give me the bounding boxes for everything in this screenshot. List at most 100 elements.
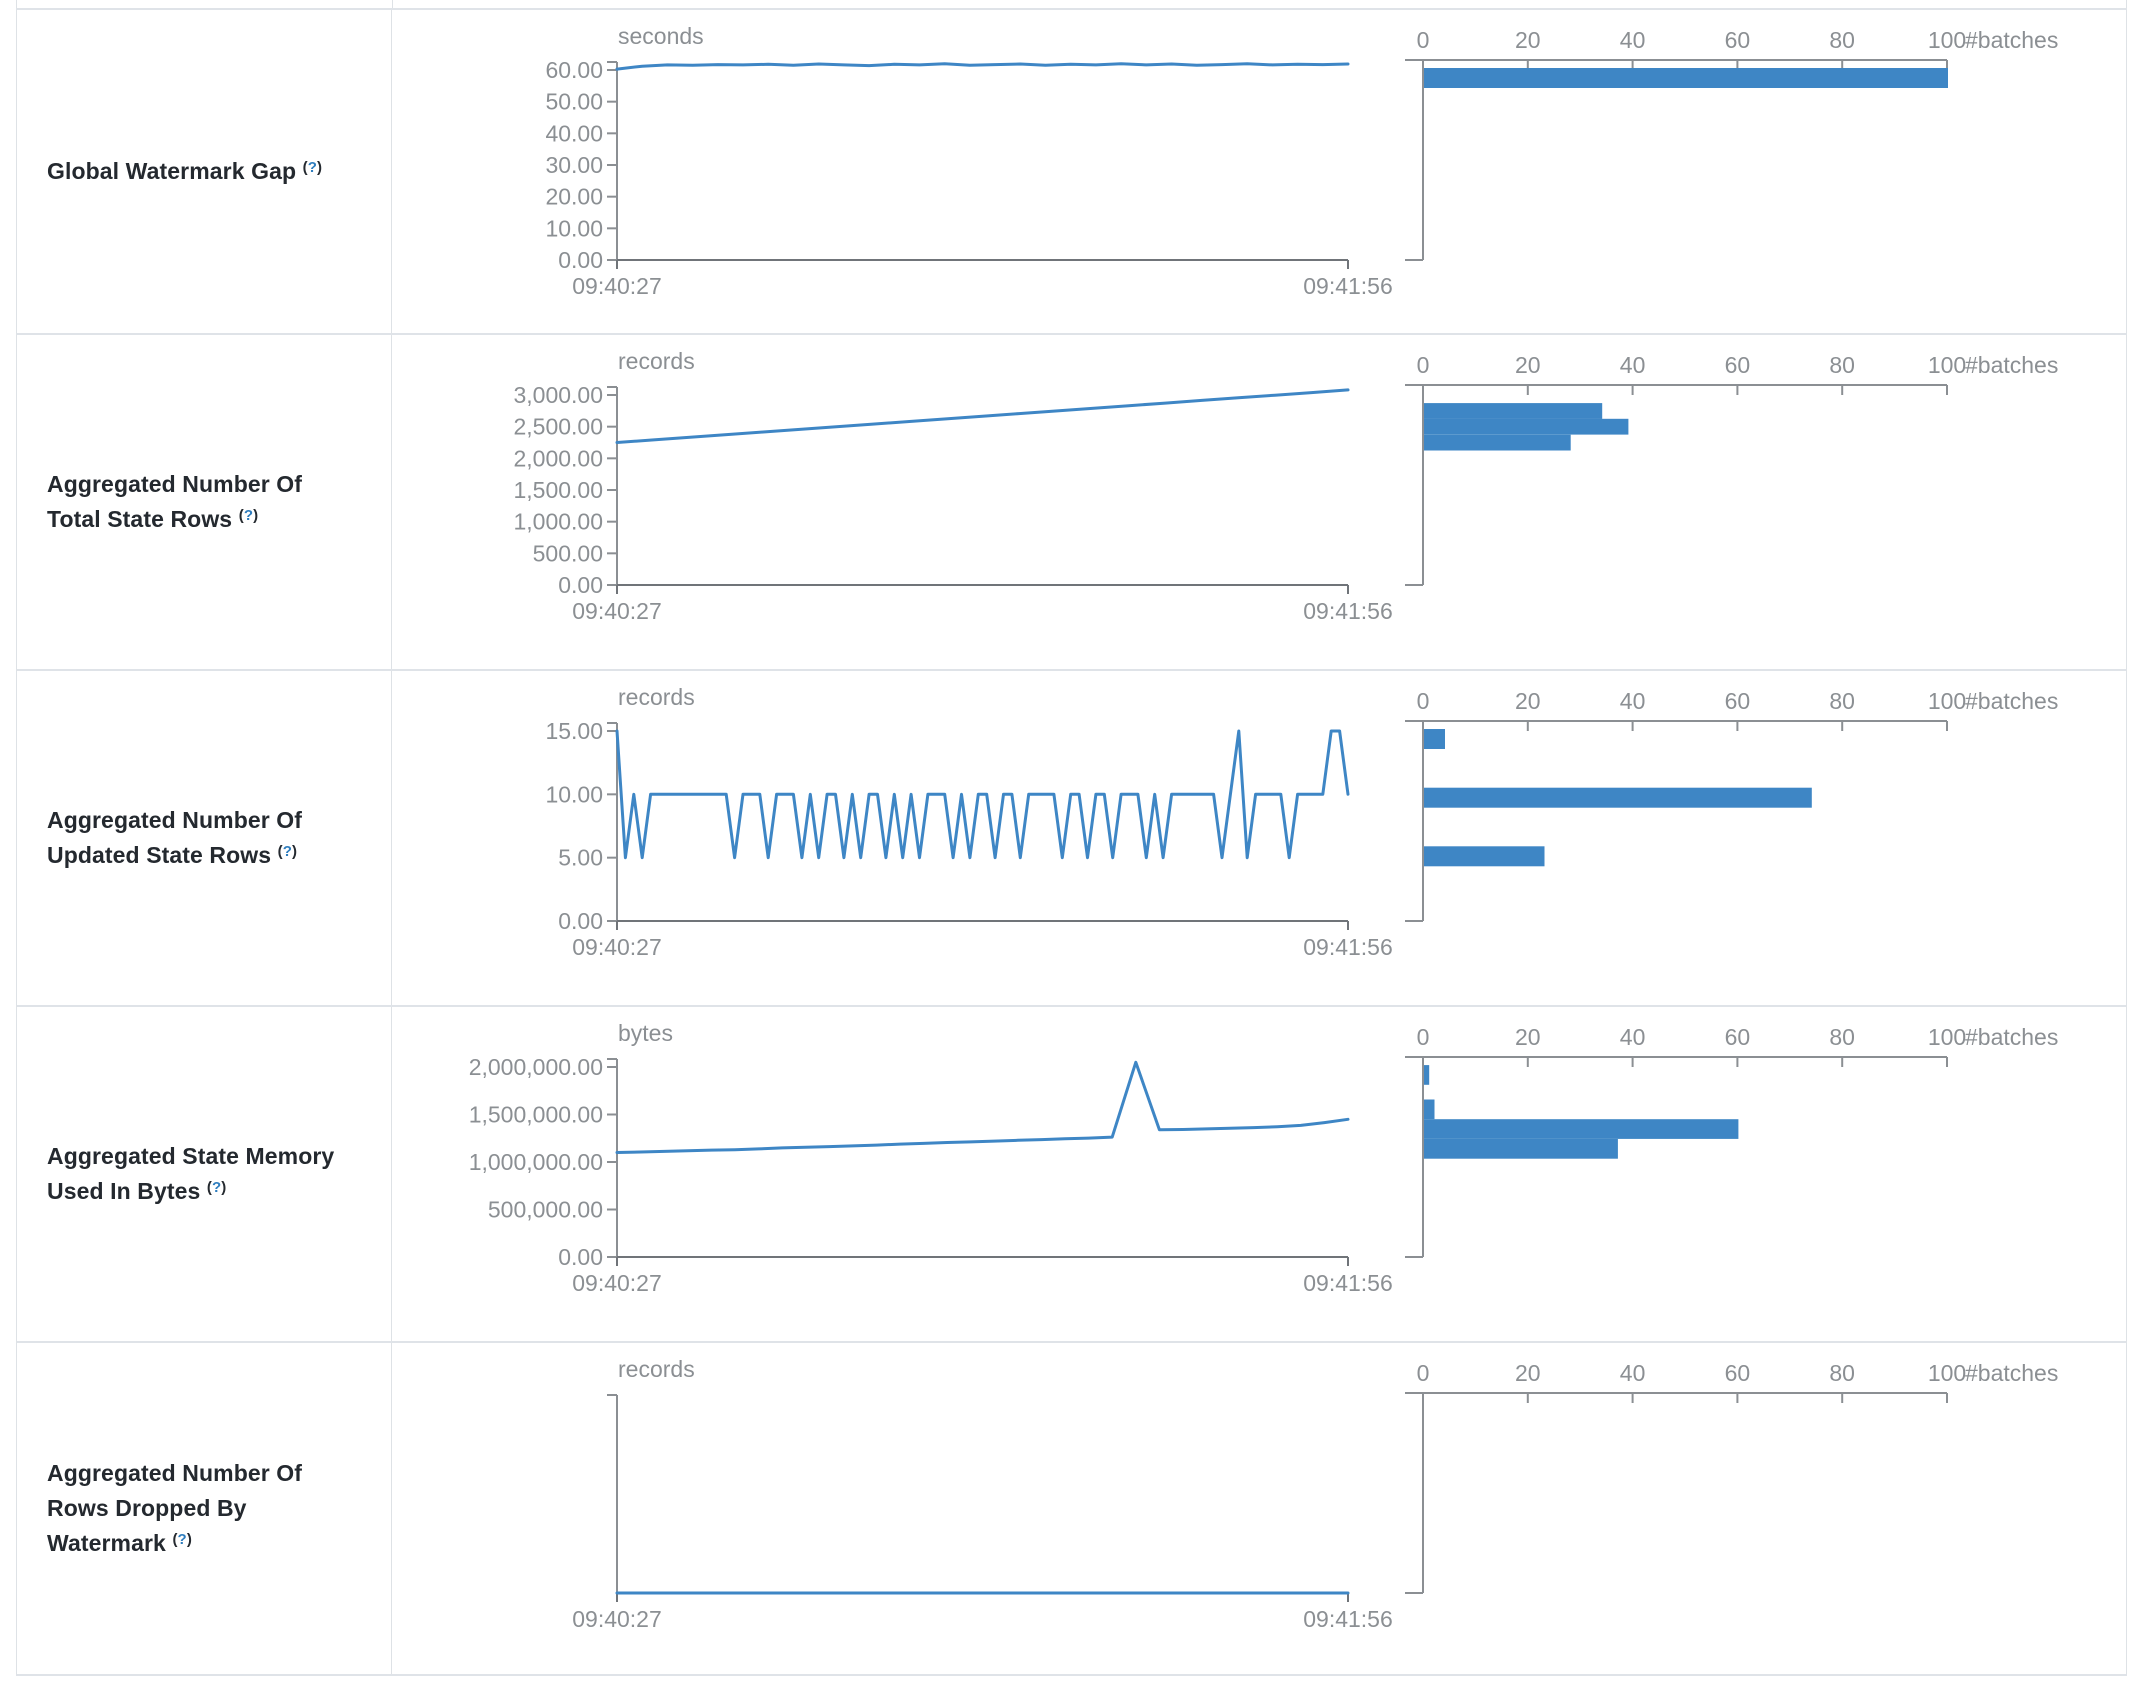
help-link[interactable]: (?) <box>172 1530 192 1548</box>
timeline-and-histogram-canvas: records 3,000.00 2,500.00 2,000.00 1,500.00 1… <box>513 348 2058 624</box>
metric-name-text: Aggregated Number Of Updated State Rows <box>47 807 303 868</box>
hist-tick-label: 40 <box>1620 1024 1646 1050</box>
metric-row-state-memory-used: Aggregated State Memory Used In Bytes (?… <box>17 1007 2126 1343</box>
timeline-and-histogram-canvas: seconds 60.00 50.00 40.00 30.00 20.00 10.00 0.0… <box>545 23 2058 299</box>
histogram-bar <box>1424 434 1571 451</box>
hist-tick-label: 60 <box>1725 1360 1751 1386</box>
metric-label-cell: Aggregated Number Of Total State Rows (?… <box>17 335 392 669</box>
hist-tick-label: 40 <box>1620 688 1646 714</box>
timeline-and-histogram-canvas: bytes 2,000,000.00 1,500,000.00 1,000,000.0… <box>469 1020 2059 1296</box>
hist-tick-label: 100 <box>1928 27 1966 53</box>
chart-unit-label: records <box>618 348 695 374</box>
hist-tick-label: 80 <box>1829 1360 1855 1386</box>
batches-axis-label: #batches <box>1965 688 2058 714</box>
metric-name: Aggregated Number Of Updated State Rows … <box>47 803 343 873</box>
histogram-bar <box>1424 1119 1739 1139</box>
column-divider <box>392 0 393 8</box>
metric-name: Aggregated State Memory Used In Bytes (?… <box>47 1139 343 1209</box>
y-tick-label: 2,000,000.00 <box>469 1054 603 1080</box>
help-link[interactable]: (?) <box>206 1179 227 1196</box>
help-link[interactable]: (?) <box>277 843 298 860</box>
metric-name-text: Aggregated State Memory Used In Bytes <box>47 1143 335 1204</box>
hist-tick-label: 20 <box>1515 688 1541 714</box>
y-tick-label: 5.00 <box>558 845 603 871</box>
hist-tick-label: 0 <box>1417 1024 1430 1050</box>
help-question-icon[interactable]: ? <box>307 159 317 177</box>
hist-tick-label: 100 <box>1928 352 1966 378</box>
histogram-bar <box>1424 1139 1618 1159</box>
batches-axis-label: #batches <box>1965 1024 2058 1050</box>
streaming-statistics-table: Global Watermark Gap (?) seconds 60.00 50.… <box>16 0 2127 1676</box>
y-tick-label: 1,500,000.00 <box>469 1102 603 1128</box>
hist-tick-label: 20 <box>1515 1360 1541 1386</box>
y-tick-label: 0.00 <box>558 1244 603 1270</box>
help-link[interactable]: (?) <box>302 159 323 177</box>
batches-axis-label: #batches <box>1965 352 2058 378</box>
x-axis-start-label: 09:40:27 <box>572 1606 662 1632</box>
help-question-icon[interactable]: ? <box>282 843 293 860</box>
help-question-icon[interactable]: ? <box>212 1179 222 1196</box>
hist-tick-label: 60 <box>1725 688 1751 714</box>
y-tick-label: 500.00 <box>533 540 603 566</box>
hist-tick-label: 20 <box>1515 1024 1541 1050</box>
help-question-icon[interactable]: ? <box>243 507 254 524</box>
hist-tick-label: 100 <box>1928 1360 1966 1386</box>
hist-tick-label: 100 <box>1928 1024 1966 1050</box>
y-tick-label: 0.00 <box>558 247 603 273</box>
histogram-bar <box>1424 68 1948 88</box>
hist-tick-label: 80 <box>1829 27 1855 53</box>
histogram-bar <box>1424 1099 1435 1120</box>
table-top-edge <box>16 0 2127 8</box>
y-tick-label: 50.00 <box>545 89 603 115</box>
metric-row-global-watermark-gap: Global Watermark Gap (?) seconds 60.00 50.… <box>17 10 2126 335</box>
hist-tick-label: 0 <box>1417 1360 1430 1386</box>
x-axis-end-label: 09:41:56 <box>1303 273 1393 299</box>
charts-cell: records 15.00 10.00 5.00 0.00 09:40:27 09:41:5… <box>392 671 2126 1005</box>
timeline-line <box>615 62 1350 71</box>
help-question-icon[interactable]: ? <box>177 1530 187 1548</box>
histogram-bar <box>1424 1065 1430 1085</box>
chart-unit-label: bytes <box>618 1020 673 1046</box>
y-tick-label: 2,500.00 <box>513 414 603 440</box>
chart-unit-label: records <box>618 684 695 710</box>
metric-row-updated-state-rows: Aggregated Number Of Updated State Rows … <box>17 671 2126 1007</box>
batches-axis-label: #batches <box>1965 1360 2058 1386</box>
hist-tick-label: 60 <box>1725 352 1751 378</box>
y-tick-label: 500,000.00 <box>488 1197 603 1223</box>
metric-name-text: Aggregated Number Of Rows Dropped By Wat… <box>47 1460 303 1556</box>
hist-tick-label: 80 <box>1829 352 1855 378</box>
chart-unit-label: seconds <box>618 23 704 49</box>
hist-tick-label: 20 <box>1515 352 1541 378</box>
help-link[interactable]: (?) <box>238 507 259 524</box>
x-axis-start-label: 09:40:27 <box>572 598 662 624</box>
hist-tick-label: 20 <box>1515 27 1541 53</box>
metric-row-total-state-rows: Aggregated Number Of Total State Rows (?… <box>17 335 2126 671</box>
histogram-bar <box>1424 729 1445 749</box>
hist-tick-label: 80 <box>1829 688 1855 714</box>
metric-name: Aggregated Number Of Rows Dropped By Wat… <box>47 1456 343 1561</box>
charts-cell: seconds 60.00 50.00 40.00 30.00 20.00 10.00 0.0… <box>392 10 2126 333</box>
hist-tick-label: 0 <box>1417 688 1430 714</box>
x-axis-end-label: 09:41:56 <box>1303 598 1393 624</box>
hist-tick-label: 40 <box>1620 1360 1646 1386</box>
y-tick-label: 1,500.00 <box>513 477 603 503</box>
metrics-table: Global Watermark Gap (?) seconds 60.00 50.… <box>16 8 2127 1676</box>
y-tick-label: 20.00 <box>545 184 603 210</box>
x-axis-start-label: 09:40:27 <box>572 934 662 960</box>
metric-row-rows-dropped-by-watermark: Aggregated Number Of Rows Dropped By Wat… <box>17 1343 2126 1674</box>
x-axis-start-label: 09:40:27 <box>572 273 662 299</box>
x-axis-end-label: 09:41:56 <box>1303 1270 1393 1296</box>
histogram-bar <box>1424 418 1629 435</box>
y-tick-label: 10.00 <box>545 215 603 241</box>
hist-tick-label: 80 <box>1829 1024 1855 1050</box>
hist-tick-label: 0 <box>1417 27 1430 53</box>
y-tick-label: 30.00 <box>545 152 603 178</box>
histogram-bar <box>1424 787 1812 808</box>
y-tick-label: 3,000.00 <box>513 382 603 408</box>
metric-name: Aggregated Number Of Total State Rows (?… <box>47 467 343 537</box>
hist-tick-label: 40 <box>1620 27 1646 53</box>
hist-tick-label: 0 <box>1417 352 1430 378</box>
y-tick-label: 10.00 <box>545 781 603 807</box>
metric-label-cell: Aggregated Number Of Rows Dropped By Wat… <box>17 1343 392 1674</box>
